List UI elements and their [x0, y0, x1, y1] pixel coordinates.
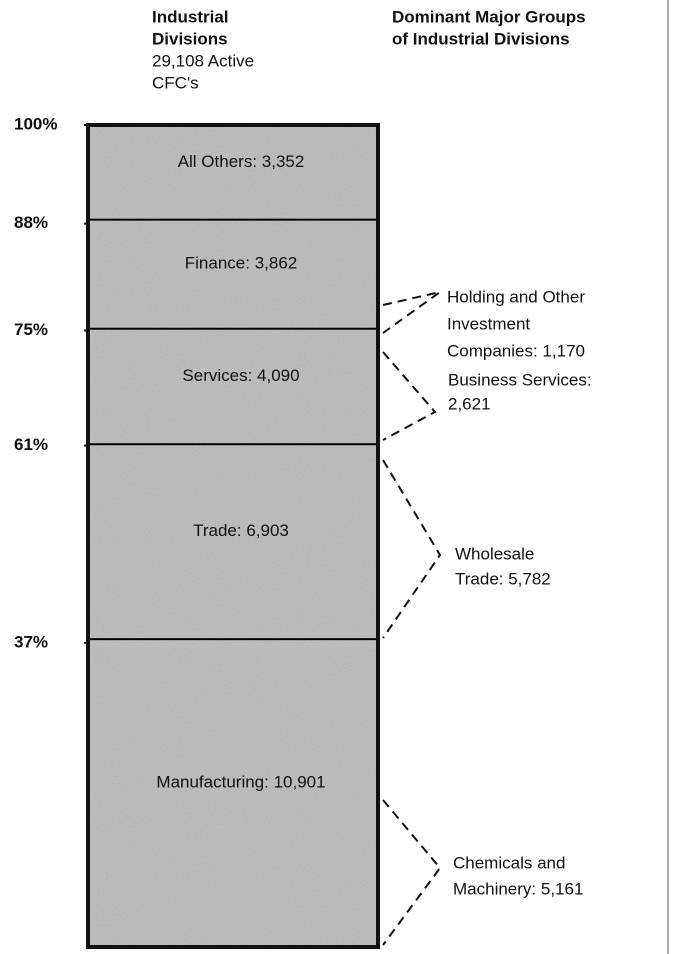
y-tick-label: 100% — [14, 114, 57, 133]
group-line: Holding and Other — [447, 287, 585, 306]
bar-segment — [87, 327, 379, 446]
bar-segment — [87, 124, 379, 221]
bracket — [382, 459, 442, 639]
header-line: of Industrial Divisions — [392, 29, 570, 48]
brackets — [382, 291, 442, 946]
segment-label: Manufacturing: 10,901 — [156, 773, 325, 792]
header-line: Dominant Major Groups — [392, 7, 586, 26]
group-line: Business Services: — [448, 370, 592, 389]
group-line: Chemicals and — [453, 853, 565, 872]
segment-label: Trade: 6,903 — [193, 521, 289, 540]
y-tick-label: 37% — [14, 632, 48, 651]
header-line: Divisions — [152, 29, 228, 48]
bar-segment — [87, 638, 379, 948]
left-header: Industrial Divisions 29,108 Active CFC's — [152, 7, 254, 92]
y-tick-label: 88% — [14, 213, 48, 232]
y-tick-label: 61% — [14, 435, 48, 454]
group-line: Machinery: 5,161 — [453, 879, 583, 898]
header-line: CFC's — [152, 73, 199, 92]
group-line: Investment — [447, 314, 530, 333]
groups: Holding and Other Investment Companies: … — [447, 287, 592, 898]
header-line: 29,108 Active — [152, 51, 254, 70]
bracket — [382, 291, 441, 334]
group-line: Trade: 5,782 — [455, 569, 551, 588]
bar-segment — [87, 443, 379, 641]
y-tick-label: 75% — [14, 320, 48, 339]
group-line: Wholesale — [455, 544, 534, 563]
bar-segment — [87, 218, 379, 330]
segment-label: Services: 4,090 — [182, 366, 299, 385]
segment-label: Finance: 3,862 — [185, 254, 297, 273]
bracket — [382, 351, 437, 441]
group-line: Companies: 1,170 — [447, 341, 585, 360]
header-line: Industrial — [152, 7, 229, 26]
segment-label: All Others: 3,352 — [178, 152, 305, 171]
bracket — [382, 799, 442, 946]
group-line: 2,621 — [448, 394, 491, 413]
right-header: Dominant Major Groups of Industrial Divi… — [392, 7, 586, 48]
bar-outline — [86, 123, 380, 949]
